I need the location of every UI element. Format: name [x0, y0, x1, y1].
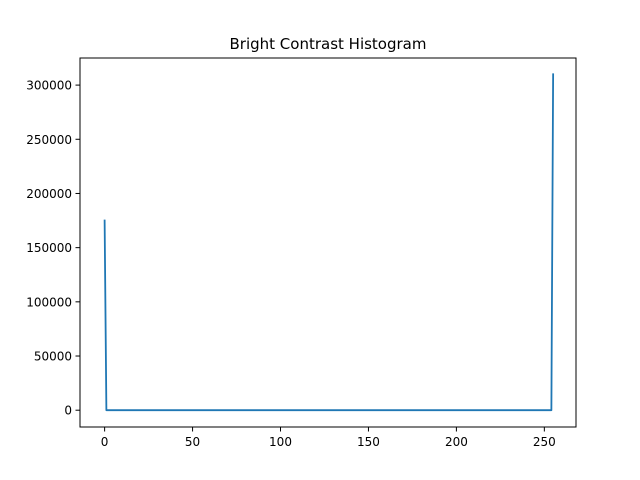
y-axis: 0 50000 100000 150000 200000 250000 300000	[26, 79, 80, 418]
y-tick-label: 150000	[26, 241, 72, 255]
y-tick-label: 300000	[26, 79, 72, 93]
x-tick-label: 200	[445, 435, 468, 449]
x-tick-label: 150	[357, 435, 380, 449]
y-tick-label: 0	[64, 404, 72, 418]
chart-title: Bright Contrast Histogram	[230, 35, 427, 53]
y-tick-label: 100000	[26, 295, 72, 309]
plot-area	[103, 73, 555, 412]
y-tick-label: 200000	[26, 187, 72, 201]
y-tick-label: 250000	[26, 133, 72, 147]
x-tick-label: 50	[185, 435, 200, 449]
x-tick-label: 250	[533, 435, 556, 449]
x-tick-label: 100	[269, 435, 292, 449]
y-tick-label: 50000	[34, 350, 72, 364]
axes-frame	[79, 57, 577, 428]
series-line-0	[103, 73, 555, 412]
x-axis: 0 50 100 150 200 250	[101, 427, 556, 449]
x-tick-label: 0	[101, 435, 109, 449]
